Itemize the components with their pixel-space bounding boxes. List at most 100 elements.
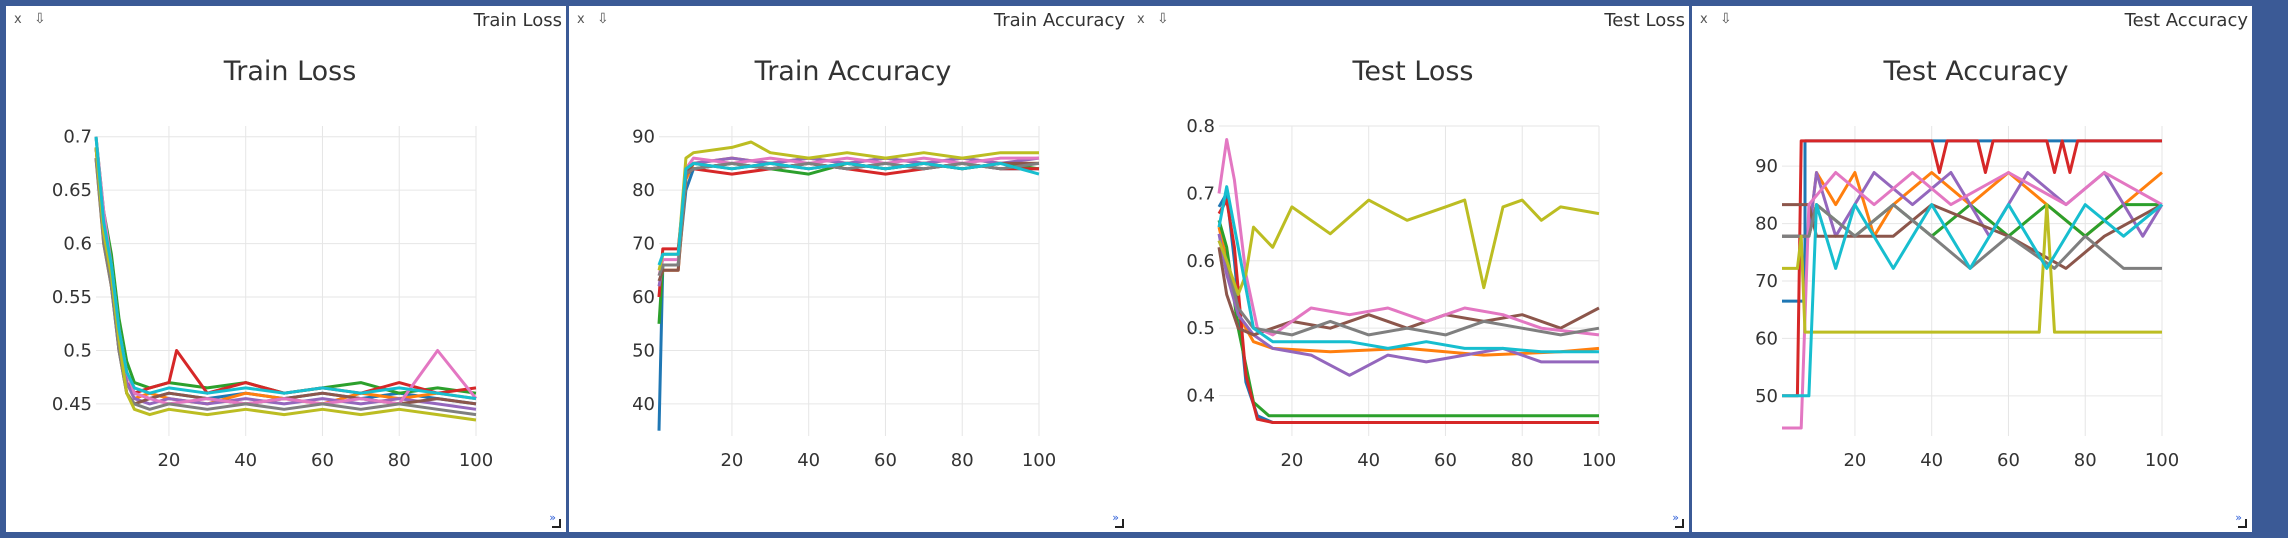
x-tick-label: 100 xyxy=(459,450,493,471)
x-tick-label: 60 xyxy=(311,450,334,471)
x-tick-label: 40 xyxy=(1357,450,1380,471)
series-line-2 xyxy=(94,157,477,406)
y-tick-label: 50 xyxy=(1755,386,1778,407)
pane-title: Test Accuracy xyxy=(2124,10,2248,31)
x-tick-label: 100 xyxy=(1022,450,1056,471)
close-button[interactable]: x xyxy=(577,12,585,27)
pane-title: Train Accuracy xyxy=(993,10,1125,31)
x-tick-label: 80 xyxy=(388,450,411,471)
x-tick-label: 20 xyxy=(157,450,180,471)
series-line-10 xyxy=(1782,203,2163,398)
series-line-5 xyxy=(657,156,1040,287)
expand-icon[interactable]: » xyxy=(2235,511,2242,524)
close-button[interactable]: x xyxy=(14,12,22,27)
y-tick-label: 60 xyxy=(1755,328,1778,349)
y-tick-label: 70 xyxy=(632,234,655,255)
x-tick-label: 20 xyxy=(1280,450,1303,471)
y-tick-label: 0.55 xyxy=(52,287,92,308)
pane-train-loss: x ⇩ Train Loss Train Loss 20 40 60 80 100 0.45 0.5… xyxy=(6,6,566,532)
download-icon[interactable]: ⇩ xyxy=(34,11,46,27)
y-tick-label: 90 xyxy=(1755,156,1778,177)
x-tick-label: 40 xyxy=(234,450,257,471)
series-line-7 xyxy=(657,156,1039,277)
expand-icon[interactable]: » xyxy=(1672,511,1679,524)
series-line-10 xyxy=(94,136,477,401)
chart-title: Train Loss xyxy=(223,56,357,87)
y-tick-label: 0.7 xyxy=(63,127,92,148)
series-line-1 xyxy=(94,147,477,406)
y-tick-label: 0.6 xyxy=(63,234,92,255)
download-icon[interactable]: ⇩ xyxy=(597,11,609,27)
series-line-9 xyxy=(1782,203,2162,334)
x-tick-label: 80 xyxy=(1511,450,1534,471)
y-tick-label: 50 xyxy=(632,340,655,361)
series-line-9 xyxy=(94,147,477,422)
series-line-10 xyxy=(1217,185,1599,354)
resize-handle[interactable] xyxy=(548,514,562,528)
chart-train-accuracy: Train Accuracy 20 40 60 80 100 40 50 60 70 80 90 xyxy=(632,56,1056,471)
x-tick-label: 60 xyxy=(1997,450,2020,471)
series-line-2 xyxy=(1217,226,1600,357)
series-line-8 xyxy=(657,161,1040,277)
x-tick-label: 60 xyxy=(874,450,897,471)
pane-title: Test Loss xyxy=(1604,10,1685,31)
y-tick-label: 0.4 xyxy=(1186,386,1215,407)
series-line-5 xyxy=(94,157,477,411)
y-tick-label: 0.7 xyxy=(1186,183,1215,204)
series-line-6 xyxy=(657,161,1039,282)
y-tick-label: 0.8 xyxy=(1186,116,1215,137)
series-line-6 xyxy=(94,147,477,406)
download-icon[interactable]: ⇩ xyxy=(1157,11,1169,27)
series-line-2 xyxy=(657,156,1039,298)
y-tick-label: 80 xyxy=(1755,214,1778,235)
expand-icon[interactable]: » xyxy=(1112,511,1119,524)
series-line-3 xyxy=(94,136,477,395)
chart-title: Test Accuracy xyxy=(1882,56,2068,87)
x-tick-label: 20 xyxy=(1843,450,1866,471)
x-tick-label: 60 xyxy=(1434,450,1457,471)
y-tick-label: 0.65 xyxy=(52,180,92,201)
close-button[interactable]: x xyxy=(1137,12,1145,27)
y-tick-label: 0.5 xyxy=(63,340,92,361)
series-line-7 xyxy=(1217,138,1600,337)
series-line-4 xyxy=(94,147,477,395)
y-tick-label: 90 xyxy=(632,127,655,148)
x-tick-label: 40 xyxy=(1920,450,1943,471)
y-tick-label: 80 xyxy=(632,180,655,201)
series-line-4 xyxy=(1217,198,1599,424)
expand-icon[interactable]: » xyxy=(549,511,556,524)
resize-handle[interactable] xyxy=(1111,514,1125,528)
series-line-8 xyxy=(1217,240,1600,337)
pane-title: Train Loss xyxy=(473,10,562,31)
resize-handle[interactable] xyxy=(1671,514,1685,528)
chart-title: Train Accuracy xyxy=(754,56,952,87)
y-tick-label: 0.45 xyxy=(52,394,92,415)
chart-test-loss: Test Loss 20 40 60 80 100 0.4 0.5 0.6 0.7 0.8 xyxy=(1186,56,1616,471)
series-line-1 xyxy=(1782,139,2162,303)
download-icon[interactable]: ⇩ xyxy=(1720,11,1732,27)
series-line-10 xyxy=(657,161,1040,266)
y-tick-label: 0.5 xyxy=(1186,318,1215,339)
pane-train-accuracy: x ⇩ Train Accuracy Train Accuracy 20 40 60 80 10… xyxy=(569,6,1129,532)
series-line-6 xyxy=(1217,247,1600,337)
x-tick-label: 80 xyxy=(2074,450,2097,471)
series-line-3 xyxy=(1217,219,1599,418)
y-tick-label: 70 xyxy=(1755,271,1778,292)
series-line-7 xyxy=(1782,171,2163,430)
y-tick-label: 0.6 xyxy=(1186,251,1215,272)
x-tick-label: 20 xyxy=(720,450,743,471)
series-line-1 xyxy=(1217,191,1599,424)
series-line-4 xyxy=(1782,139,2162,398)
close-button[interactable]: x xyxy=(1700,12,1708,27)
x-tick-label: 40 xyxy=(797,450,820,471)
pane-test-loss: x ⇩ Test Loss Test Loss 20 40 60 80 100 0.4 0.5 0.6… xyxy=(1129,6,1689,532)
chart-train-loss: Train Loss 20 40 60 80 100 0.45 0.5 0.55 0.6 0.65 0… xyxy=(52,56,493,471)
pane-test-accuracy: x ⇩ Test Accuracy Test Accuracy 20 40 60 80 100 5… xyxy=(1692,6,2252,532)
series-line-9 xyxy=(1217,198,1600,296)
resize-handle[interactable] xyxy=(2234,514,2248,528)
y-tick-label: 60 xyxy=(632,287,655,308)
x-tick-label: 100 xyxy=(1582,450,1616,471)
x-tick-label: 100 xyxy=(2145,450,2179,471)
chart-title: Test Loss xyxy=(1352,56,1474,87)
series-line-4 xyxy=(657,161,1039,298)
